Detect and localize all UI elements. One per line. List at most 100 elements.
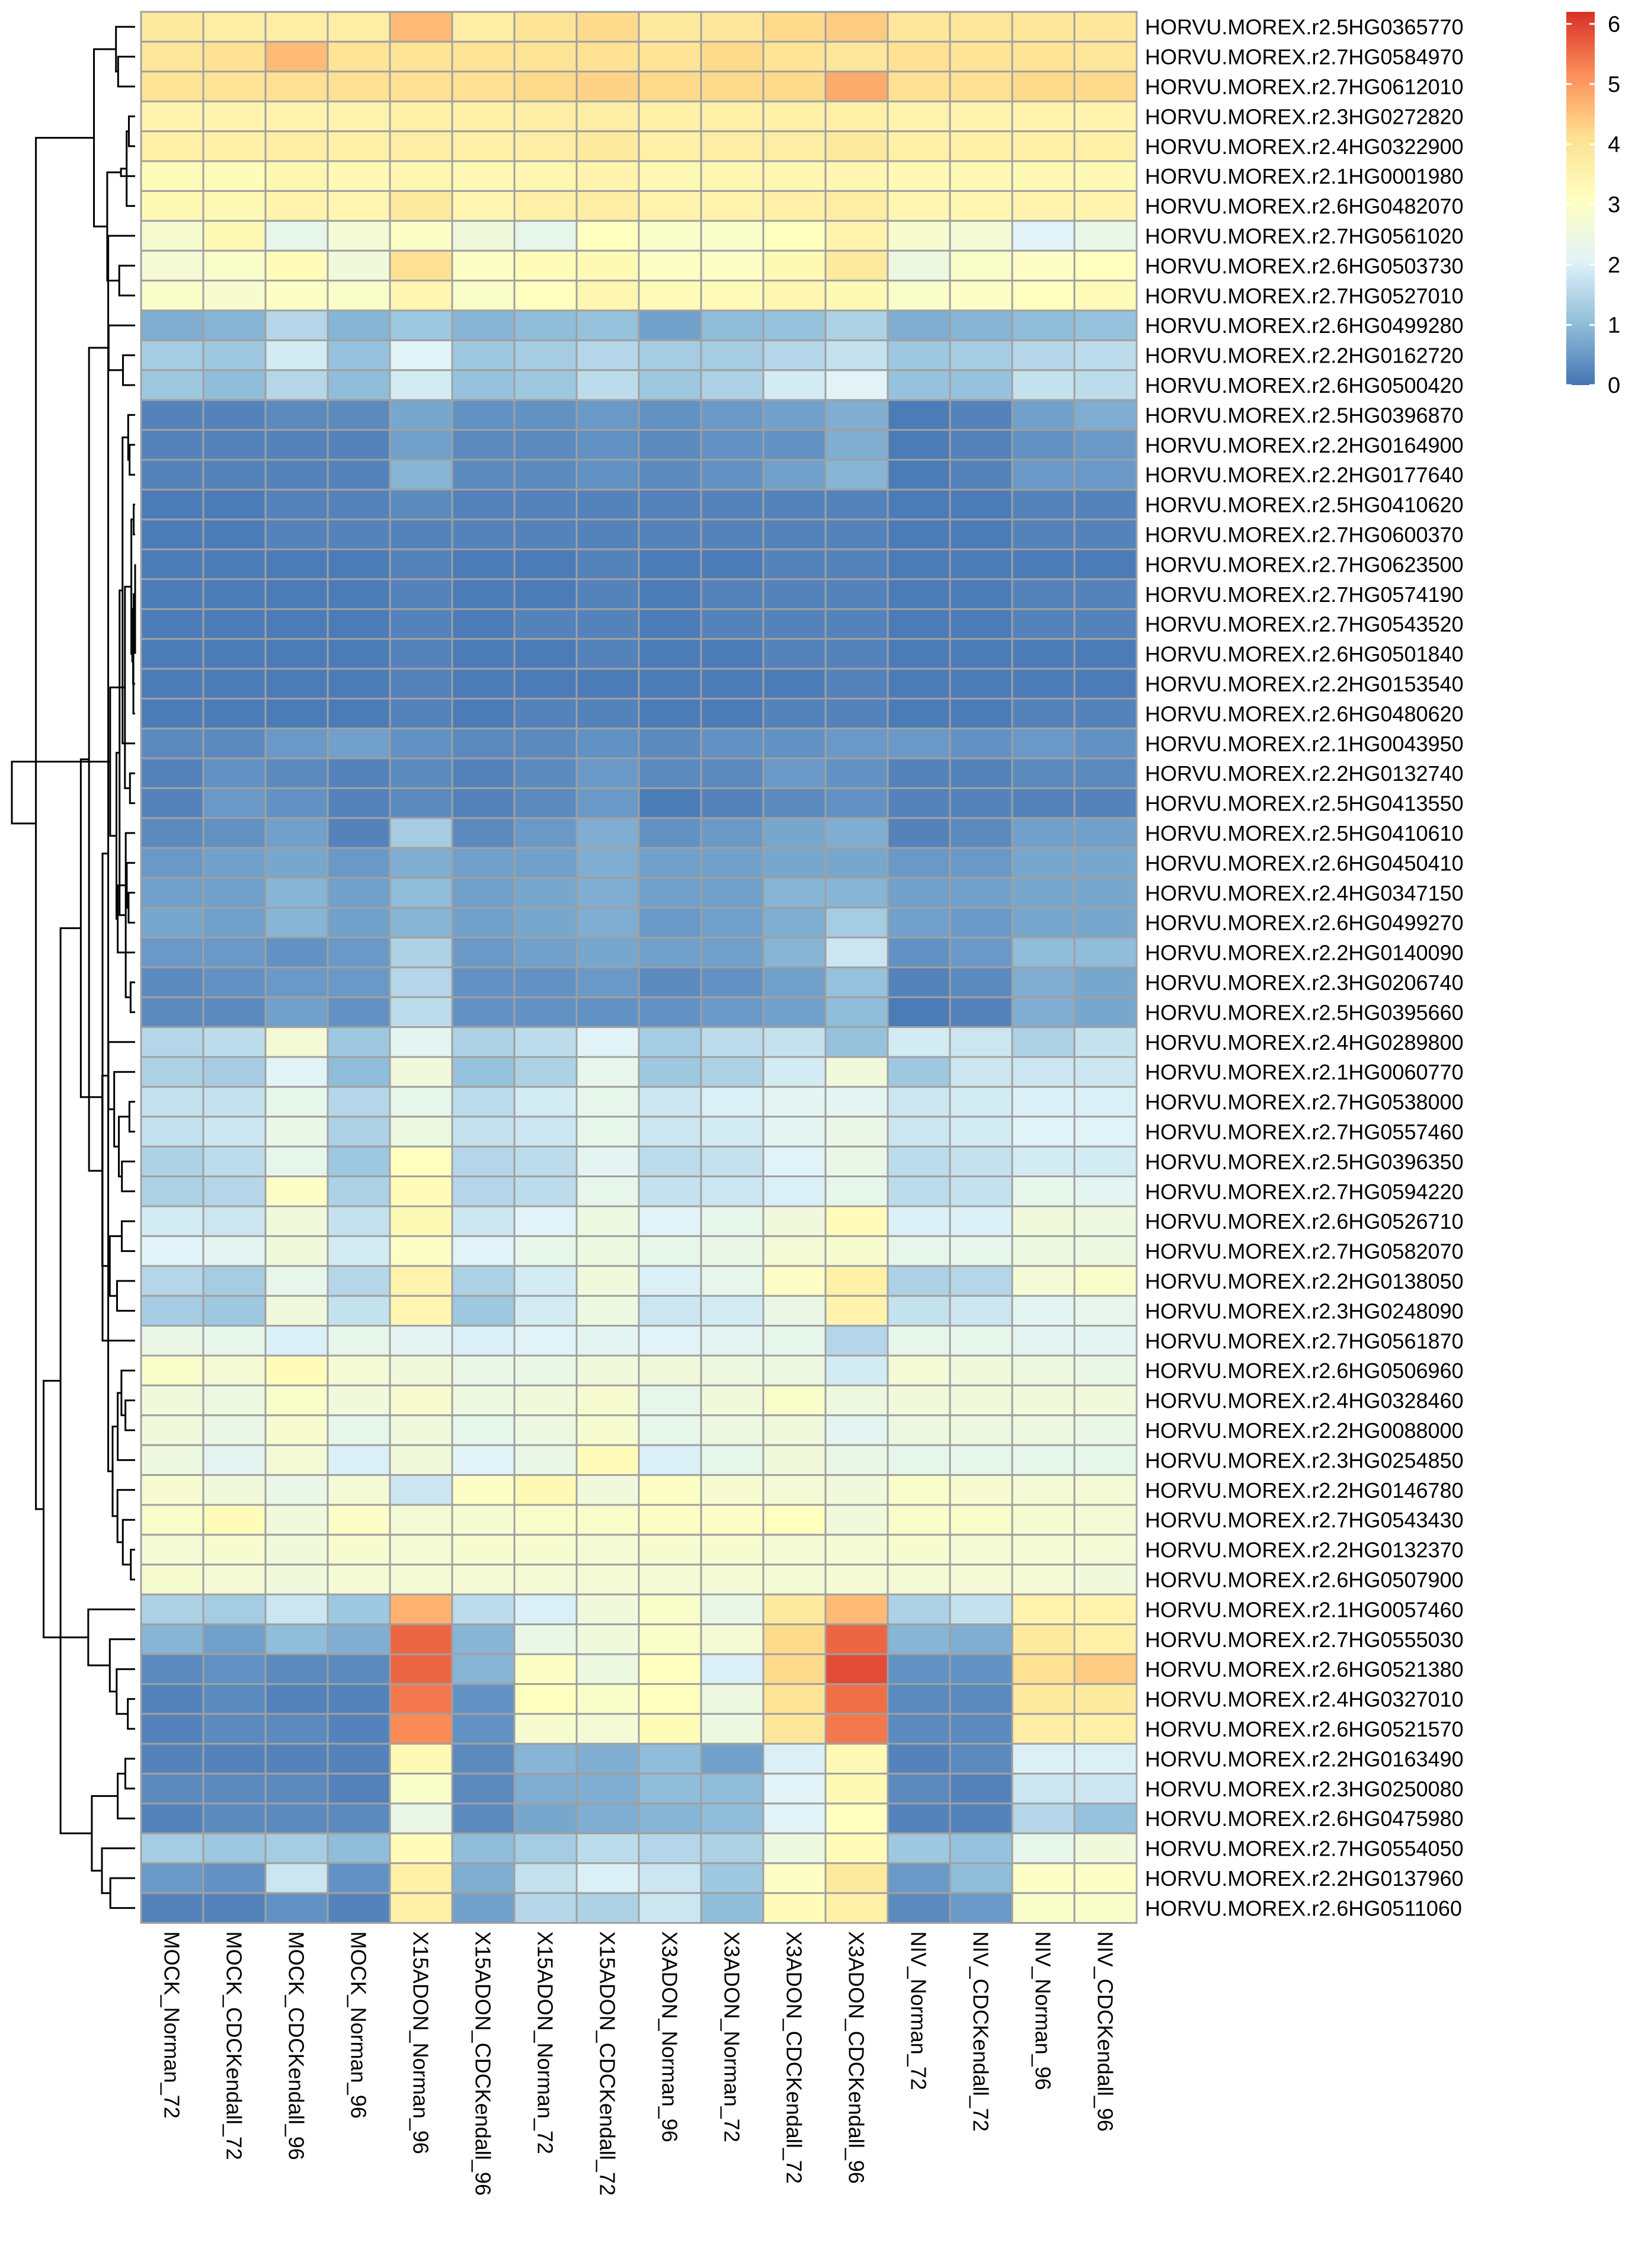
- heatmap-cell: [824, 1145, 889, 1178]
- heatmap-cell: [140, 548, 204, 581]
- heatmap-cell: [762, 1653, 827, 1685]
- heatmap-cell: [327, 1593, 391, 1626]
- row-label: HORVU.MOREX.r2.2HG0146780: [1145, 1478, 1464, 1503]
- heatmap-cell: [202, 369, 267, 401]
- heatmap-cell: [700, 309, 764, 341]
- heatmap-cell: [202, 1892, 267, 1924]
- heatmap-cell: [451, 1623, 516, 1655]
- heatmap-cell: [451, 160, 516, 192]
- heatmap-cell: [575, 249, 640, 282]
- heatmap-cell: [140, 249, 204, 282]
- heatmap-cell: [638, 697, 702, 730]
- heatmap-cell: [513, 1085, 578, 1118]
- heatmap-cell: [638, 817, 702, 849]
- heatmap-cell: [575, 1295, 640, 1327]
- heatmap-cell: [824, 728, 889, 760]
- heatmap-cell: [762, 100, 827, 133]
- heatmap-cell: [575, 1056, 640, 1088]
- heatmap-cell: [389, 936, 453, 969]
- heatmap-cell: [575, 787, 640, 819]
- heatmap-cell: [513, 1265, 578, 1297]
- heatmap-cell: [824, 608, 889, 640]
- heatmap-cell: [264, 1504, 329, 1536]
- heatmap-cell: [202, 100, 267, 133]
- heatmap-cell: [1073, 578, 1138, 610]
- heatmap-cell: [949, 459, 1013, 491]
- heatmap-cell: [389, 906, 453, 938]
- dendrogram-branch: [124, 585, 132, 789]
- heatmap-cell: [638, 1623, 702, 1655]
- heatmap-cell: [949, 1145, 1013, 1178]
- heatmap-cell: [949, 728, 1013, 760]
- heatmap-cell: [140, 1145, 204, 1178]
- heatmap-cell: [1073, 996, 1138, 1029]
- heatmap-cell: [389, 130, 453, 162]
- heatmap-cell: [638, 1504, 702, 1536]
- heatmap-cell: [824, 1085, 889, 1118]
- heatmap-cell: [264, 1414, 329, 1446]
- heatmap-cell: [140, 399, 204, 431]
- heatmap-cell: [949, 1653, 1013, 1685]
- heatmap-cell: [1011, 1026, 1076, 1058]
- heatmap-cell: [1011, 608, 1076, 640]
- heatmap-cell: [762, 757, 827, 789]
- heatmap-cell: [1073, 488, 1138, 521]
- heatmap-cell: [1011, 40, 1076, 73]
- heatmap-cell: [762, 1444, 827, 1476]
- heatmap-cell: [638, 1384, 702, 1417]
- dendrogram-branch: [59, 927, 92, 1834]
- heatmap-cell: [513, 1325, 578, 1357]
- heatmap-cell: [389, 249, 453, 282]
- heatmap-cell: [264, 309, 329, 341]
- heatmap-cell: [762, 220, 827, 252]
- heatmap-cell: [451, 1593, 516, 1626]
- heatmap-cell: [949, 1713, 1013, 1745]
- heatmap-cell: [824, 1056, 889, 1088]
- heatmap-cell: [389, 1533, 453, 1566]
- heatmap-cell: [949, 429, 1013, 461]
- heatmap-cell: [327, 1026, 391, 1058]
- heatmap-cell: [949, 1504, 1013, 1536]
- heatmap-cell: [140, 160, 204, 192]
- heatmap-cell: [389, 71, 453, 102]
- heatmap-cell: [887, 160, 951, 192]
- heatmap-cell: [575, 1354, 640, 1386]
- heatmap-cell: [700, 280, 764, 312]
- heatmap-cell: [140, 787, 204, 819]
- heatmap-cell: [638, 1444, 702, 1476]
- heatmap-cell: [762, 309, 827, 341]
- heatmap-cell: [700, 1205, 764, 1237]
- heatmap-cell: [264, 1593, 329, 1626]
- heatmap-cell: [389, 1116, 453, 1148]
- heatmap-cell: [887, 1026, 951, 1058]
- heatmap-cell: [1011, 578, 1076, 610]
- heatmap-cell: [202, 787, 267, 819]
- heatmap-cell: [949, 787, 1013, 819]
- heatmap-cell: [389, 1265, 453, 1297]
- heatmap-cell: [824, 1026, 889, 1058]
- column-label: NIV_CDCKendall_72: [969, 1931, 993, 2132]
- heatmap-cell: [700, 11, 764, 43]
- heatmap-cell: [202, 1474, 267, 1506]
- row-label: HORVU.MOREX.r2.7HG0527010: [1145, 284, 1464, 308]
- heatmap-cell: [575, 1085, 640, 1118]
- heatmap-cell: [887, 697, 951, 730]
- heatmap-cell: [638, 906, 702, 938]
- heatmap-cell: [202, 1593, 267, 1626]
- heatmap-cell: [513, 697, 578, 730]
- heatmap-cell: [887, 1325, 951, 1357]
- heatmap-cell: [762, 936, 827, 969]
- heatmap-cell: [887, 1802, 951, 1834]
- heatmap-cell: [824, 429, 889, 461]
- row-label: HORVU.MOREX.r2.4HG0322900: [1145, 134, 1464, 159]
- heatmap-cell: [327, 757, 391, 789]
- heatmap-cell: [264, 787, 329, 819]
- heatmap-cell: [264, 71, 329, 102]
- dendrogram-branch: [128, 1101, 135, 1133]
- heatmap-cell: [1073, 339, 1138, 371]
- heatmap-cell: [389, 1205, 453, 1237]
- row-label: HORVU.MOREX.r2.6HG0506960: [1145, 1359, 1464, 1383]
- heatmap-cell: [638, 488, 702, 521]
- heatmap-cell: [140, 1474, 204, 1506]
- heatmap-cell: [1011, 1564, 1076, 1596]
